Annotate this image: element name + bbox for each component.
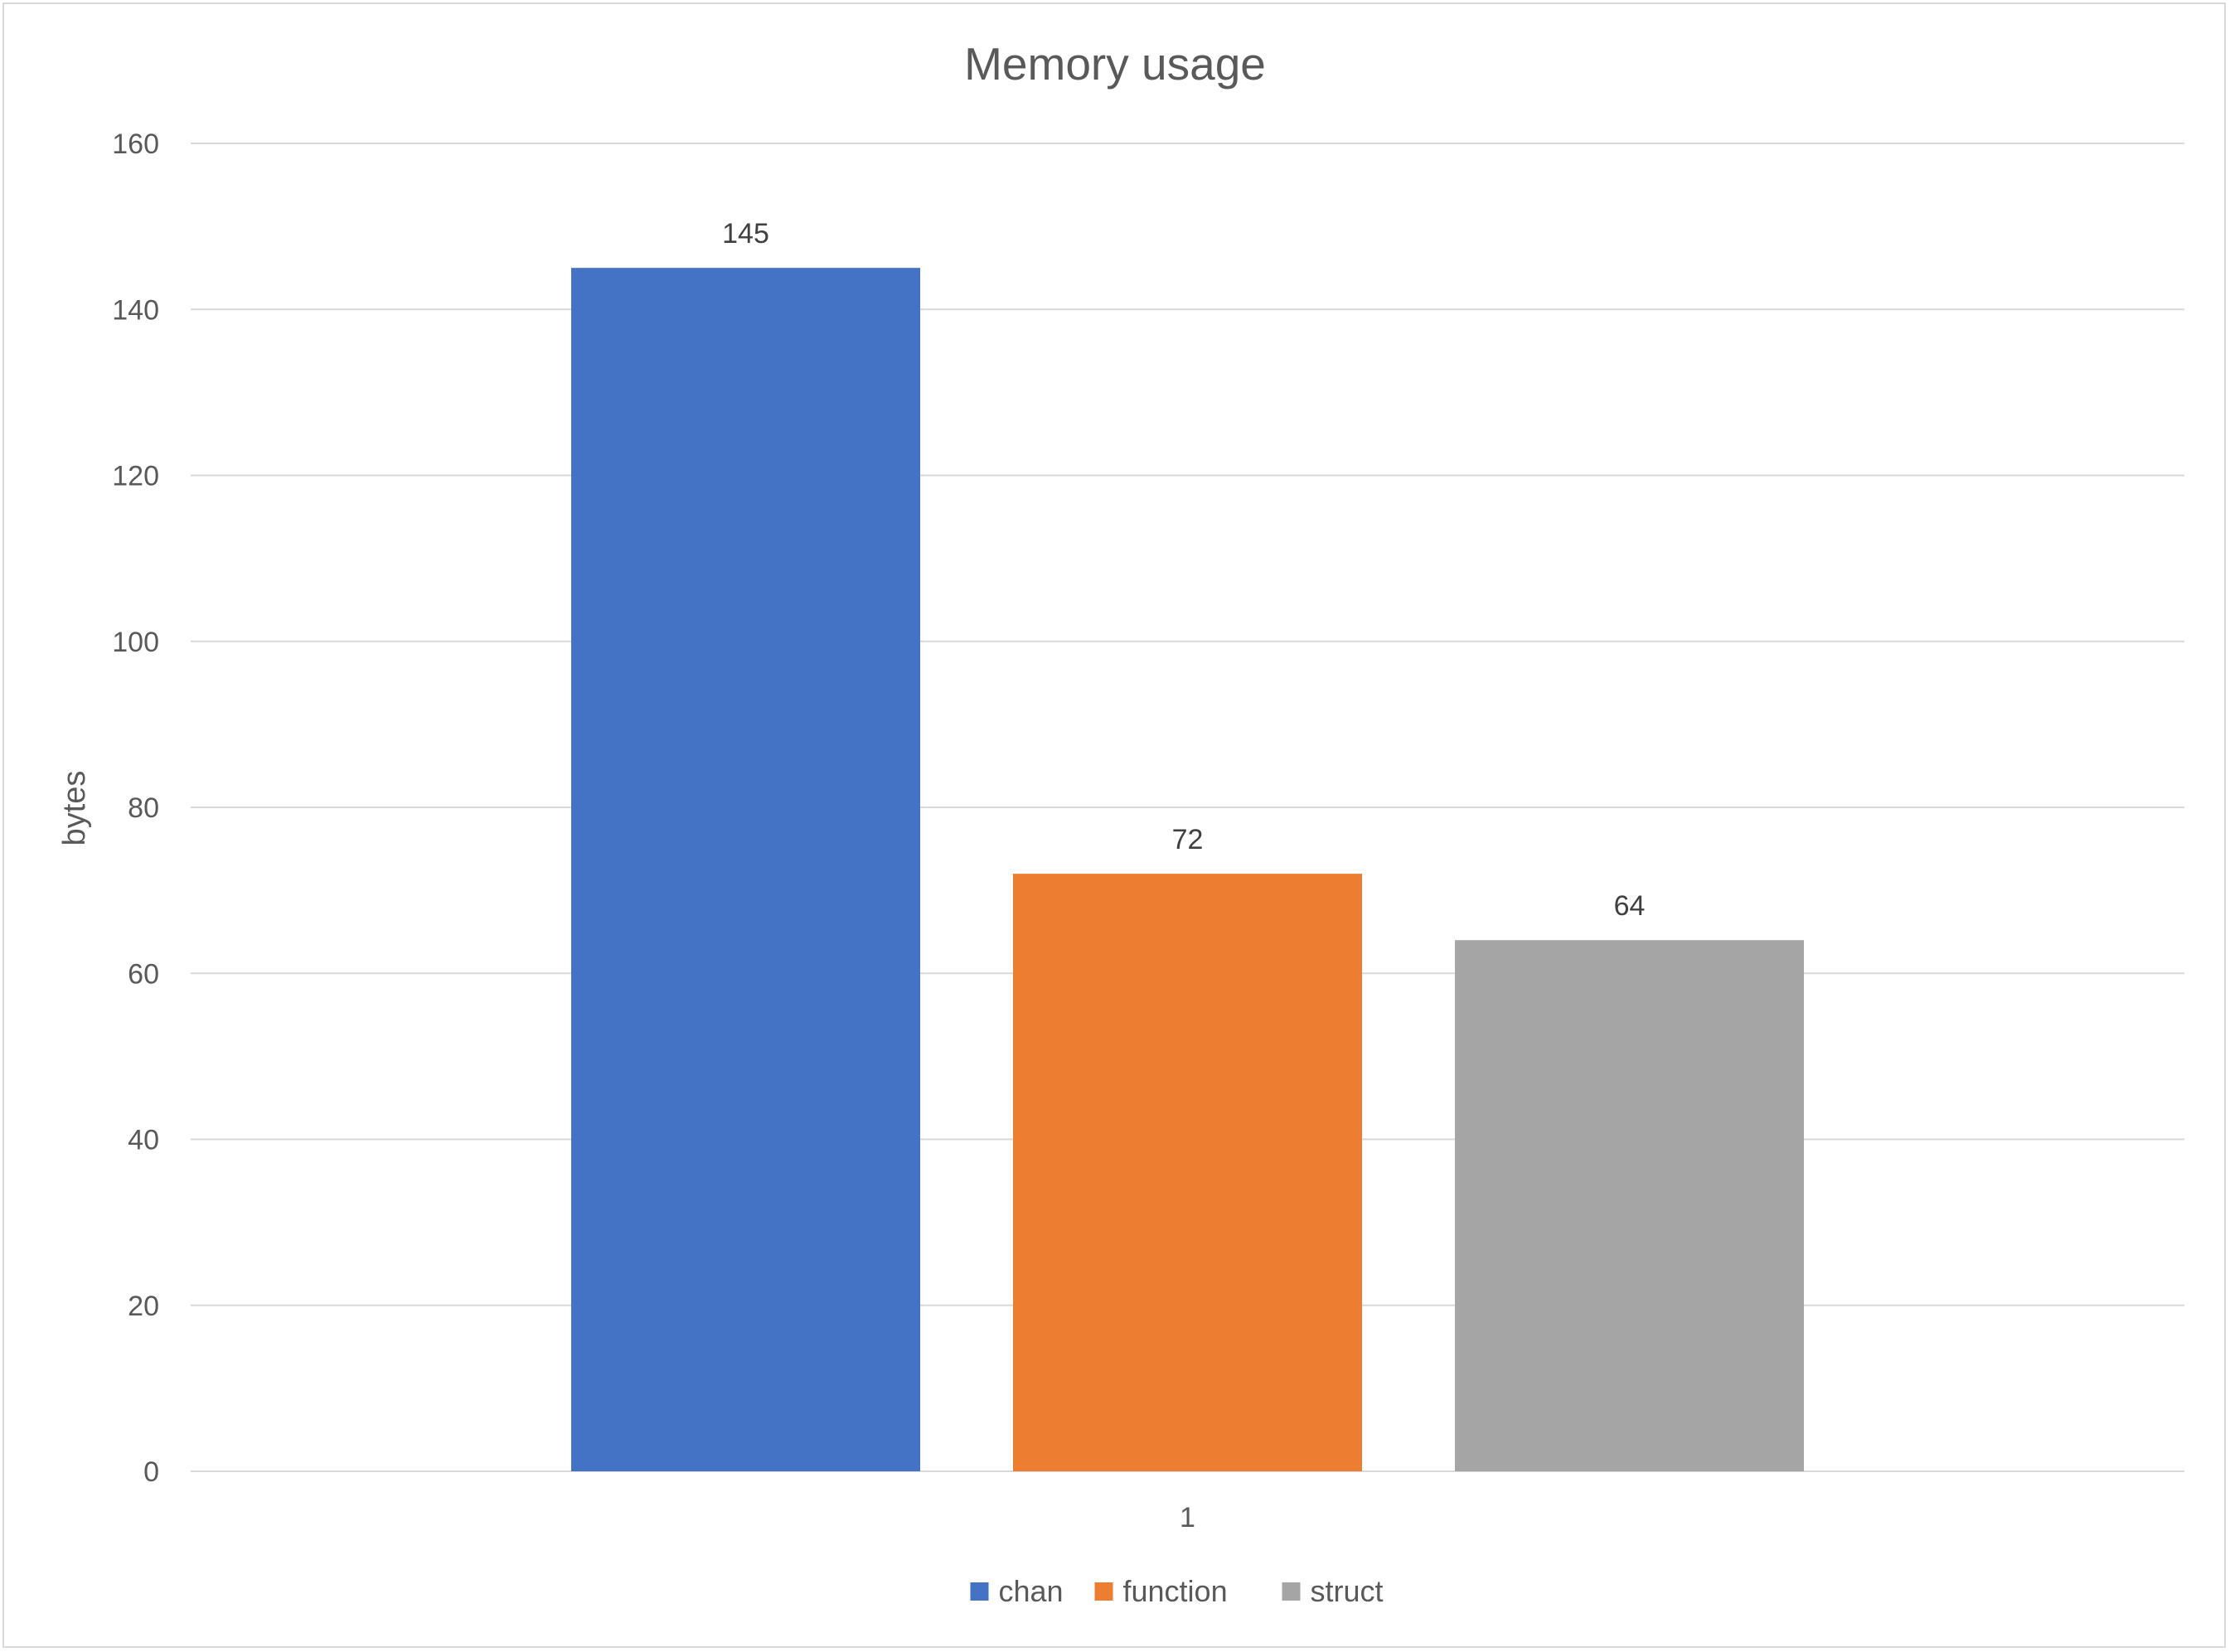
data-labels: 145 72 64 xyxy=(722,218,1645,922)
y-tick-label-80: 80 xyxy=(128,792,159,824)
bar-chan xyxy=(571,268,920,1471)
y-tick-label-0: 0 xyxy=(143,1456,159,1488)
y-tick-label-40: 40 xyxy=(128,1125,159,1156)
legend: chan function struct xyxy=(970,1574,1384,1608)
bars xyxy=(571,268,1804,1471)
y-axis-title: bytes xyxy=(57,771,92,846)
data-label-chan: 145 xyxy=(722,218,769,249)
legend-label-chan: chan xyxy=(999,1574,1064,1608)
y-tick-label-120: 120 xyxy=(112,461,159,492)
y-tick-label-160: 160 xyxy=(112,128,159,160)
bar-function xyxy=(1013,874,1362,1471)
legend-label-struct: struct xyxy=(1311,1574,1384,1608)
chart-title: Memory usage xyxy=(964,38,1266,90)
y-tick-label-20: 20 xyxy=(128,1291,159,1322)
legend-swatch-struct xyxy=(1282,1582,1301,1601)
legend-swatch-chan xyxy=(970,1582,989,1601)
bar-struct xyxy=(1455,940,1804,1471)
y-axis-ticks: 0 20 40 60 80 100 120 140 160 xyxy=(112,128,159,1488)
data-label-struct: 64 xyxy=(1614,890,1646,922)
y-tick-label-60: 60 xyxy=(128,958,159,990)
gridlines xyxy=(191,143,2184,1472)
legend-swatch-function xyxy=(1094,1582,1113,1601)
x-tick-label-1: 1 xyxy=(1180,1502,1195,1533)
legend-label-function: function xyxy=(1123,1574,1228,1608)
data-label-function: 72 xyxy=(1172,824,1204,855)
x-axis-ticks: 1 xyxy=(1180,1502,1195,1533)
y-tick-label-140: 140 xyxy=(112,294,159,326)
y-tick-label-100: 100 xyxy=(112,627,159,658)
